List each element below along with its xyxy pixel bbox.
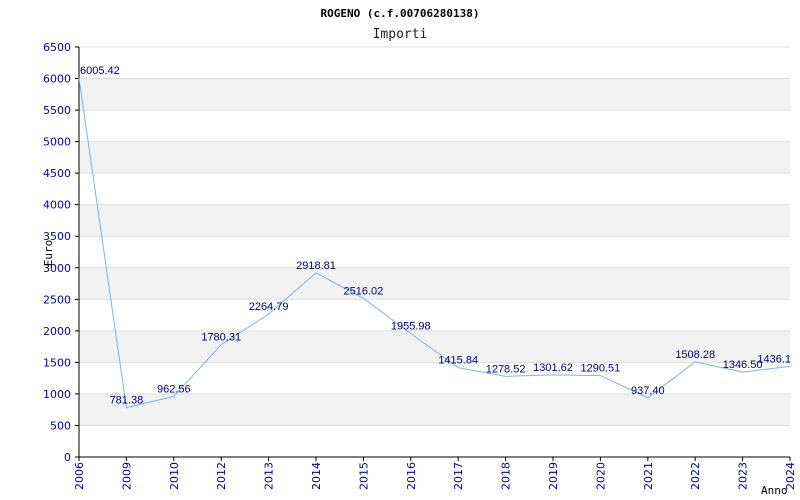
data-label: 781.38 <box>110 395 144 407</box>
gridlines <box>79 46 790 458</box>
x-tick-label: 2015 <box>357 462 370 490</box>
data-label: 1436.1 <box>757 353 791 365</box>
chart-title: ROGENO (c.f.00706280138) <box>321 7 480 20</box>
data-label: 1290.51 <box>581 363 621 375</box>
series-line <box>78 78 791 409</box>
y-tick-label: 500 <box>50 419 71 432</box>
x-tick-labels: 2006 2009 2010 2012 2013 2014 2015 2016 2017 2018… <box>73 457 797 490</box>
x-tick-label: 2010 <box>168 462 181 490</box>
plot-background-bands <box>79 78 790 426</box>
grid-band <box>79 78 790 111</box>
y-tick-label: 2500 <box>43 293 71 306</box>
data-label: 962.56 <box>157 383 191 395</box>
y-tick-label: 6500 <box>43 41 71 54</box>
data-label: 1780.31 <box>201 332 241 344</box>
data-label: 1508.28 <box>675 349 715 361</box>
data-label: 2516.02 <box>344 285 384 297</box>
x-tick-label: 2019 <box>547 462 560 490</box>
x-axis-label: Anno <box>761 484 788 497</box>
y-tick-label: 4000 <box>43 199 71 212</box>
data-label: 6005.42 <box>80 65 120 77</box>
data-label: 937.40 <box>631 385 665 397</box>
data-label: 1301.62 <box>533 362 573 374</box>
data-label: 2264.79 <box>249 301 289 313</box>
x-tick-label: 2022 <box>689 462 702 490</box>
x-tick-label: 2016 <box>405 462 418 490</box>
y-tick-label: 3000 <box>43 262 71 275</box>
data-label: 1278.52 <box>486 363 526 375</box>
data-labels: 6005.42 781.38 962.56 1780.31 2264.79 2918.81… <box>80 65 791 407</box>
y-tick-label: 3500 <box>43 230 71 243</box>
x-tick-label: 2017 <box>452 462 465 490</box>
y-tick-labels: 0 500 1000 1500 2000 2500 3000 3500 4000 4500 5000… <box>43 41 79 464</box>
y-axis-label: Euro <box>42 240 55 267</box>
y-tick-label: 0 <box>64 451 71 464</box>
x-tick-label: 2024 <box>784 462 797 490</box>
grid-band <box>79 393 790 426</box>
data-label: 1955.98 <box>391 321 431 333</box>
x-tick-label: 2021 <box>642 462 655 490</box>
grid-band <box>79 141 790 174</box>
y-tick-label: 1500 <box>43 356 71 369</box>
y-tick-label: 5500 <box>43 104 71 117</box>
y-tick-label: 4500 <box>43 167 71 180</box>
data-label: 2918.81 <box>296 260 336 272</box>
x-tick-label: 2006 <box>73 462 86 490</box>
y-tick-label: 5000 <box>43 136 71 149</box>
data-label: 1346.50 <box>723 359 763 371</box>
x-tick-label: 2012 <box>215 462 228 490</box>
x-tick-label: 2013 <box>263 462 276 490</box>
y-tick-label: 2000 <box>43 325 71 338</box>
x-tick-label: 2018 <box>500 462 513 490</box>
grid-band <box>79 204 790 237</box>
x-tick-label: 2023 <box>737 462 750 490</box>
y-tick-label: 1000 <box>43 388 71 401</box>
grid-band <box>79 267 790 300</box>
x-tick-label: 2009 <box>120 462 133 490</box>
x-tick-label: 2020 <box>594 462 607 490</box>
grid-band <box>79 330 790 363</box>
y-tick-label: 6000 <box>43 73 71 86</box>
data-label: 1415.84 <box>438 355 478 367</box>
x-tick-label: 2014 <box>310 462 323 490</box>
chart-subtitle: Importi <box>373 27 428 42</box>
